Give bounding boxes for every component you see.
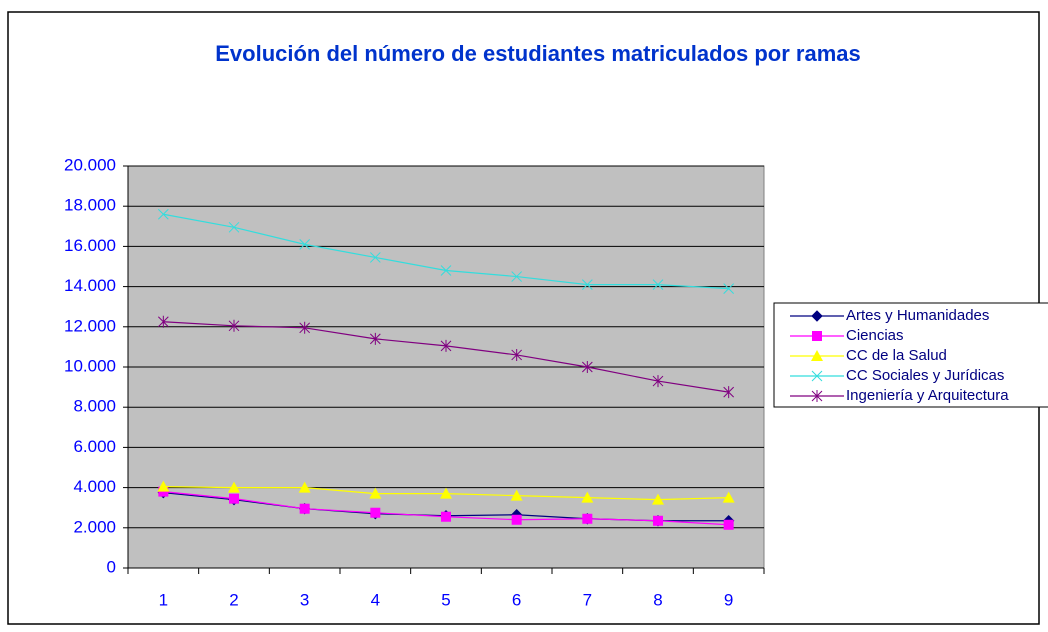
y-tick-label: 4.000 [73, 477, 116, 496]
marker [511, 271, 523, 282]
marker [581, 361, 593, 373]
marker [369, 487, 382, 499]
marker [441, 511, 451, 522]
y-tick-label: 18.000 [64, 196, 116, 215]
y-tick-label: 8.000 [73, 397, 116, 416]
y-tick-label: 20.000 [64, 155, 116, 174]
marker [652, 375, 664, 388]
x-tick-label: 8 [653, 590, 662, 609]
marker [440, 339, 452, 352]
marker [722, 491, 735, 503]
marker [369, 252, 381, 263]
legend-marker [811, 370, 823, 382]
marker [581, 491, 594, 503]
chart-title: Evolución del número de estudiantes matr… [215, 41, 861, 66]
marker [653, 515, 663, 526]
y-tick-label: 16.000 [64, 236, 116, 255]
legend-marker [811, 310, 823, 322]
marker [440, 265, 452, 276]
x-tick-label: 7 [583, 590, 592, 609]
marker [369, 332, 381, 345]
marker [157, 315, 169, 328]
legend-marker [811, 390, 823, 402]
marker [723, 386, 735, 399]
marker [299, 321, 311, 334]
marker [229, 493, 239, 504]
marker [157, 208, 169, 220]
marker [723, 283, 735, 294]
y-tick-label: 0 [107, 557, 116, 576]
marker [158, 486, 169, 497]
marker [228, 481, 240, 493]
x-tick-label: 2 [229, 590, 238, 609]
x-tick-label: 4 [371, 590, 380, 609]
legend-label: Ciencias [846, 327, 904, 344]
marker [440, 487, 452, 499]
marker [299, 239, 311, 250]
marker [299, 503, 310, 514]
marker [581, 279, 593, 290]
marker [582, 513, 593, 524]
legend-label: CC Sociales y Jurídicas [846, 367, 1004, 384]
marker [298, 481, 311, 493]
marker [228, 319, 240, 332]
x-tick-label: 9 [724, 590, 733, 609]
y-tick-label: 10.000 [64, 356, 116, 375]
legend-label: CC de la Salud [846, 347, 947, 364]
marker [652, 493, 664, 505]
x-tick-label: 5 [441, 590, 450, 609]
marker [228, 221, 240, 233]
y-tick-label: 6.000 [73, 437, 116, 456]
legend-label: Artes y Humanidades [846, 307, 989, 324]
marker [157, 480, 170, 492]
marker [511, 348, 523, 361]
y-tick-label: 2.000 [73, 517, 116, 536]
marker [370, 507, 381, 518]
legend-label: Ingeniería y Arquitectura [846, 387, 1009, 404]
marker [652, 279, 664, 290]
y-tick-label: 14.000 [64, 276, 116, 295]
legend-marker [812, 331, 822, 341]
x-tick-label: 6 [512, 590, 521, 609]
marker [511, 514, 522, 525]
y-tick-label: 12.000 [64, 316, 116, 335]
marker [510, 489, 523, 501]
x-tick-label: 3 [300, 590, 309, 609]
marker [723, 519, 734, 530]
legend-marker [811, 350, 823, 361]
x-tick-label: 1 [159, 590, 168, 609]
